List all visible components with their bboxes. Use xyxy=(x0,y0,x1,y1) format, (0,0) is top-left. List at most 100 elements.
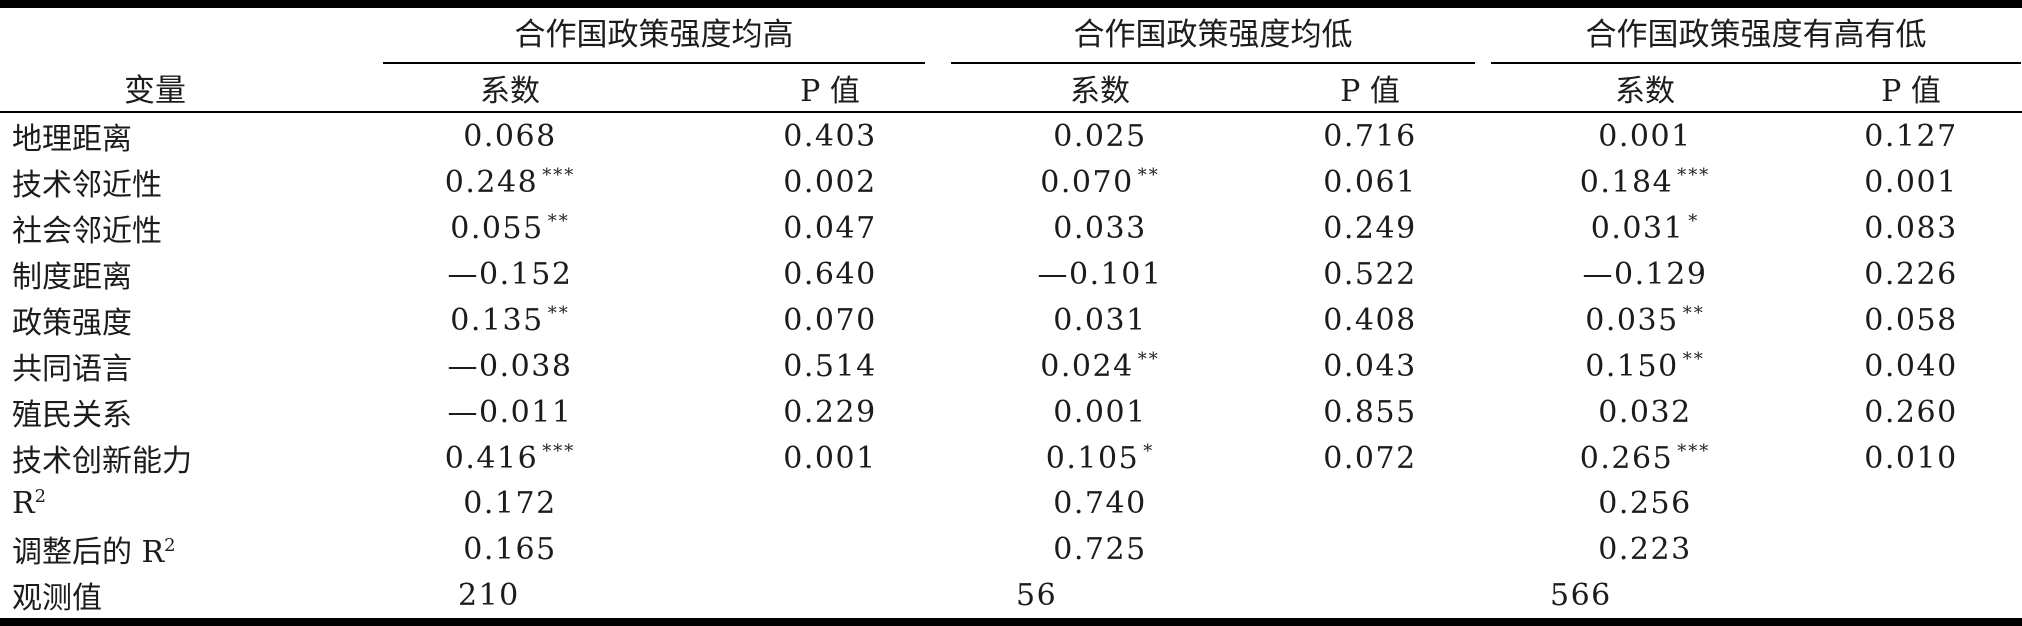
cell-value: 566 xyxy=(1550,577,1612,613)
cell-pvalue: 0.047 xyxy=(710,205,950,251)
row-label: 技术创新能力 xyxy=(12,444,192,479)
cell-pvalue: 0.002 xyxy=(710,159,950,205)
cell-coefficient: —0.038 xyxy=(310,343,710,389)
cell-value: 0.024 xyxy=(1040,348,1134,384)
cell-value: 0.725 xyxy=(1053,531,1147,567)
significance-stars: * xyxy=(1688,210,1700,232)
cell-coefficient: 0.035 ** xyxy=(1490,297,1800,343)
cell-pvalue xyxy=(1250,572,1490,622)
group-header-policy-both-high: 合作国政策强度均高 xyxy=(310,4,950,65)
table-row: R2 0.172 0.740 0.256 xyxy=(0,481,2022,526)
cell-pvalue xyxy=(1800,481,2022,526)
significance-stars: *** xyxy=(1677,440,1711,462)
cell-pvalue xyxy=(1250,481,1490,526)
cell-pvalue: 0.403 xyxy=(710,112,950,159)
cell-coefficient: 0.001 xyxy=(1490,112,1800,159)
row-label: 共同语言 xyxy=(12,352,132,387)
cell-coefficient: 0.033 xyxy=(950,205,1250,251)
cell-coefficient: 0.055 ** xyxy=(310,205,710,251)
cell-value: 0.033 xyxy=(1053,210,1147,246)
cell-value: 0.740 xyxy=(1053,486,1147,521)
cell-pvalue xyxy=(710,526,950,572)
cell-pvalue: 0.061 xyxy=(1250,159,1490,205)
table-row: 技术邻近性 0.248 *** 0.002 0.070 ** 0.061 0.184 *** 0.… xyxy=(0,159,2022,205)
cell-value: —0.038 xyxy=(447,348,573,384)
cell-value: —0.011 xyxy=(447,394,573,430)
table-row: 共同语言 —0.038 0.514 0.024 ** 0.043 0.150 ** 0.040 xyxy=(0,343,2022,389)
row-label: 社会邻近性 xyxy=(12,214,162,249)
cell-value: 0.058 xyxy=(1864,302,1958,338)
cell-value: 0.035 xyxy=(1585,302,1679,338)
cell-coefficient: 0.248 *** xyxy=(310,159,710,205)
cell-value: 0.408 xyxy=(1323,302,1417,338)
cell-value: 0.025 xyxy=(1053,118,1147,154)
significance-stars: ** xyxy=(1137,164,1160,186)
cell-value: 0.256 xyxy=(1598,486,1692,521)
row-label: 殖民关系 xyxy=(12,398,132,433)
row-label: 地理距离 xyxy=(12,122,132,157)
table-row: 政策强度 0.135 ** 0.070 0.031 0.408 0.035 ** 0.058 xyxy=(0,297,2022,343)
group-header-policy-both-high-label: 合作国政策强度均高 xyxy=(383,9,925,64)
cell-pvalue: 0.072 xyxy=(1250,435,1490,481)
significance-stars: *** xyxy=(542,440,576,462)
cell-coefficient: 0.105 * xyxy=(950,435,1250,481)
cell-coefficient: —0.129 xyxy=(1490,251,1800,297)
row-label: R2 xyxy=(12,486,47,521)
cell-value: 0.640 xyxy=(783,256,877,292)
cell-pvalue xyxy=(710,481,950,526)
table-row: 观测值 210 56 566 xyxy=(0,572,2022,622)
cell-pvalue: 0.127 xyxy=(1800,112,2022,159)
cell-value: 0.083 xyxy=(1864,210,1958,246)
cell-value: 0.403 xyxy=(783,118,877,154)
cell-coefficient: 0.031 xyxy=(950,297,1250,343)
cell-value: 0.172 xyxy=(463,486,557,521)
cell-value: 56 xyxy=(1016,577,1058,613)
row-label: 政策强度 xyxy=(12,306,132,341)
pvalue-header-group1: P 值 xyxy=(800,74,860,109)
significance-stars: ** xyxy=(1682,348,1705,370)
cell-value: —0.101 xyxy=(1037,256,1163,292)
cell-value: 0.226 xyxy=(1864,256,1958,292)
cell-coefficient: 0.068 xyxy=(310,112,710,159)
cell-pvalue: 0.043 xyxy=(1250,343,1490,389)
cell-coefficient: —0.152 xyxy=(310,251,710,297)
cell-pvalue xyxy=(710,572,950,622)
cell-pvalue xyxy=(1250,526,1490,572)
significance-stars: *** xyxy=(1677,164,1711,186)
cell-coefficient: 210 xyxy=(310,572,710,622)
cell-pvalue: 0.855 xyxy=(1250,389,1490,435)
significance-stars: * xyxy=(1143,440,1155,462)
cell-value: 0.031 xyxy=(1053,302,1147,338)
group-header-policy-both-low: 合作国政策强度均低 xyxy=(950,4,1490,65)
cell-value: 0.165 xyxy=(463,531,557,567)
cell-coefficient: 566 xyxy=(1490,572,1800,622)
cell-coefficient: 0.070 ** xyxy=(950,159,1250,205)
cell-value: 0.522 xyxy=(1323,256,1417,292)
cell-pvalue: 0.260 xyxy=(1800,389,2022,435)
cell-value: 0.001 xyxy=(1598,118,1692,154)
cell-pvalue: 0.001 xyxy=(710,435,950,481)
cell-value: 0.031 xyxy=(1590,210,1685,246)
significance-stars: ** xyxy=(547,302,570,324)
significance-stars: ** xyxy=(1682,302,1705,324)
cell-coefficient: 0.184 *** xyxy=(1490,159,1800,205)
table-row: 技术创新能力 0.416 *** 0.001 0.105 * 0.072 0.265 *** 0.… xyxy=(0,435,2022,481)
column-header-variable: 变量 xyxy=(124,73,186,109)
cell-value: 0.032 xyxy=(1598,394,1692,430)
cell-coefficient: 0.024 ** xyxy=(950,343,1250,389)
cell-value: 0.040 xyxy=(1864,348,1958,384)
cell-coefficient: 0.031 * xyxy=(1490,205,1800,251)
cell-value: 0.127 xyxy=(1864,118,1958,154)
cell-pvalue: 0.083 xyxy=(1800,205,2022,251)
cell-pvalue: 0.058 xyxy=(1800,297,2022,343)
cell-pvalue: 0.229 xyxy=(710,389,950,435)
cell-value: 0.055 xyxy=(450,210,544,246)
row-label: 技术邻近性 xyxy=(12,168,162,203)
cell-pvalue: 0.249 xyxy=(1250,205,1490,251)
cell-coefficient: 0.416 *** xyxy=(310,435,710,481)
cell-value: 0.229 xyxy=(783,394,877,430)
cell-value: —0.129 xyxy=(1582,256,1708,292)
cell-pvalue: 0.716 xyxy=(1250,112,1490,159)
pvalue-header-group2: P 值 xyxy=(1340,74,1400,109)
